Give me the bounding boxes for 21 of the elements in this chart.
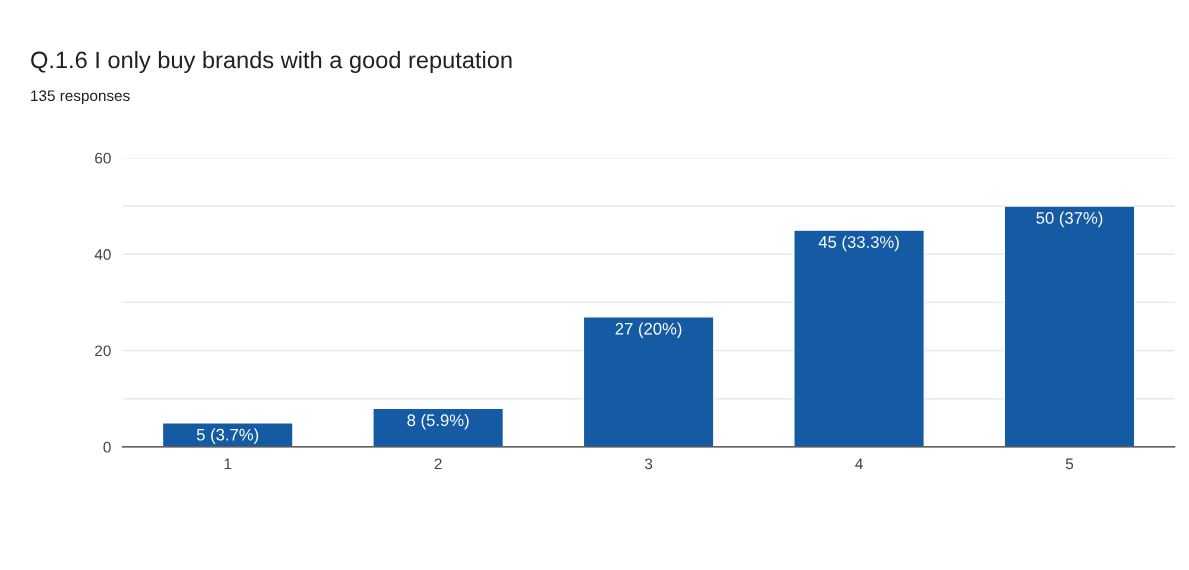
bar bbox=[582, 316, 715, 447]
y-tick-label: 0 bbox=[103, 441, 111, 453]
x-tick-label: 4 bbox=[855, 458, 863, 470]
data-label: 45 (33.3%) bbox=[818, 235, 899, 252]
bar bbox=[372, 407, 505, 447]
bar bbox=[1003, 205, 1136, 447]
data-label: 8 (5.9%) bbox=[407, 413, 469, 430]
chart-title: Q.1.6 I only buy brands with a good reputation bbox=[31, 51, 512, 74]
data-label: 50 (37%) bbox=[1036, 211, 1103, 228]
x-tick-label: 5 bbox=[1065, 458, 1074, 470]
bar bbox=[161, 422, 294, 447]
bar bbox=[793, 229, 925, 447]
chart-subtitle: 135 responses bbox=[31, 90, 130, 105]
data-label: 27 (20%) bbox=[615, 322, 682, 338]
y-tick-label: 40 bbox=[94, 249, 111, 260]
y-tick-label: 20 bbox=[95, 345, 111, 357]
x-tick-label: 2 bbox=[434, 458, 442, 470]
y-tick-label: 60 bbox=[95, 152, 111, 164]
x-tick-label: 3 bbox=[644, 458, 653, 470]
x-tick-label: 1 bbox=[224, 458, 232, 470]
data-label: 5 (3.7%) bbox=[196, 428, 259, 444]
